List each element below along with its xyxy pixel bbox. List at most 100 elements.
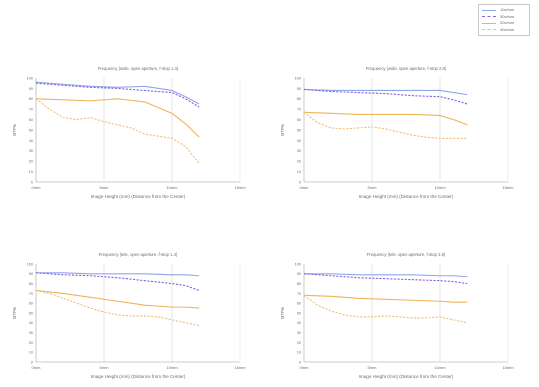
mtf-chart-wide-f1-4: Frequency (wide, open aperture, f-stop 1…: [12, 66, 246, 199]
y-axis-label: MTF%: [280, 307, 285, 320]
legend-entry: 40c/mm: [482, 27, 526, 34]
y-tick-label: 70: [297, 292, 301, 296]
y-tick-label: 60: [29, 118, 33, 122]
y-tick-label: 20: [29, 160, 33, 164]
x-tick-label: 10mm: [434, 185, 446, 190]
x-tick-label: 10mm: [166, 365, 178, 370]
series-line-3: [303, 294, 468, 324]
series-line-0: [304, 273, 468, 278]
series-line-2: [303, 111, 468, 126]
y-tick-label: 50: [29, 311, 33, 315]
y-tick-label: 80: [29, 97, 33, 101]
y-tick-label: 0: [31, 360, 33, 364]
series-line-2: [35, 289, 200, 309]
x-tick-label: 10mm: [166, 185, 178, 190]
legend-swatch: [482, 22, 496, 24]
legend-swatch: [482, 16, 496, 18]
x-tick-label: 5mm: [368, 365, 378, 370]
series-line-0: [303, 88, 468, 96]
series-line-3: [35, 98, 200, 164]
x-axis-label: Image Height (mm) (Distance from the Cen…: [91, 374, 186, 379]
x-tick-label: 15mm: [234, 185, 246, 190]
series-line-0: [35, 81, 200, 105]
legend-label: 20c/mm: [500, 20, 515, 26]
y-axis-label: MTF%: [12, 307, 17, 320]
y-tick-label: 0: [31, 180, 33, 184]
y-tick-label: 10: [29, 170, 33, 174]
y-tick-label: 30: [297, 149, 301, 153]
y-tick-label: 20: [29, 341, 33, 345]
y-tick-label: 0: [299, 360, 301, 364]
y-tick-label: 80: [297, 97, 301, 101]
legend-label: 30c/mm: [500, 13, 515, 19]
mtf-chart-wide-f2-8: Frequency (wide, open aperture, f-stop 2…: [280, 66, 514, 199]
y-tick-label: 70: [29, 108, 33, 112]
y-axis-label: MTF%: [12, 124, 17, 137]
series-line-2: [303, 294, 468, 303]
y-tick-label: 20: [297, 341, 301, 345]
y-tick-label: 40: [297, 321, 301, 325]
x-axis-label: Image Height (mm) (Distance from the Cen…: [359, 194, 454, 199]
legend-entry: 30c/mm: [482, 14, 526, 21]
y-tick-label: 50: [297, 128, 301, 132]
y-tick-label: 70: [297, 108, 301, 112]
chart-title: Frequency (tele, open aperture, f-stop 1…: [99, 252, 178, 257]
y-tick-label: 80: [297, 282, 301, 286]
y-tick-label: 90: [297, 87, 301, 91]
y-tick-label: 60: [297, 302, 301, 306]
legend-swatch: [482, 9, 496, 11]
series-line-3: [303, 111, 468, 139]
x-axis-label: Image Height (mm) (Distance from the Cen…: [359, 374, 454, 379]
mtf-chart-tele-f1-4: Frequency (tele, open aperture, f-stop 1…: [12, 252, 246, 379]
y-tick-label: 60: [29, 302, 33, 306]
x-tick-label: 15mm: [234, 365, 246, 370]
y-tick-label: 40: [29, 139, 33, 143]
y-tick-label: 90: [29, 272, 33, 276]
series-line-1: [303, 88, 468, 105]
legend-label: 10c/mm: [500, 7, 515, 13]
y-tick-label: 0: [299, 180, 301, 184]
legend-swatch: [482, 29, 496, 31]
series-line-1: [303, 273, 468, 285]
legend-entry: 20c/mm: [482, 20, 526, 27]
y-tick-label: 90: [297, 272, 301, 276]
y-tick-label: 10: [297, 351, 301, 355]
chart-legend: 10c/mm 30c/mm 20c/mm 40c/mm: [478, 4, 530, 36]
x-tick-label: 5mm: [100, 365, 110, 370]
chart-title: Frequency (tele, open aperture, f-stop 2…: [367, 252, 446, 257]
y-tick-label: 100: [295, 262, 301, 266]
series-line-1: [35, 272, 200, 291]
series-line-1: [35, 82, 200, 108]
chart-title: Frequency (wide, open aperture, f-stop 2…: [366, 66, 447, 71]
legend-entry: 10c/mm: [482, 7, 526, 14]
series-line-2: [35, 98, 200, 138]
y-tick-label: 10: [29, 351, 33, 355]
x-tick-label: 10mm: [434, 365, 446, 370]
y-tick-label: 100: [27, 262, 33, 266]
y-axis-label: MTF%: [280, 124, 285, 137]
x-tick-label: 15mm: [502, 185, 514, 190]
x-tick-label: 15mm: [502, 365, 514, 370]
chart-title: Frequency (wide, open aperture, f-stop 1…: [98, 66, 179, 71]
legend-label: 40c/mm: [500, 26, 515, 32]
y-tick-label: 30: [29, 149, 33, 153]
x-tick-label: 0mm: [32, 365, 42, 370]
y-tick-label: 100: [295, 76, 301, 80]
y-tick-label: 90: [29, 87, 33, 91]
series-line-0: [36, 272, 200, 277]
y-tick-label: 60: [297, 118, 301, 122]
x-tick-label: 5mm: [100, 185, 110, 190]
y-tick-label: 50: [297, 311, 301, 315]
y-tick-label: 30: [29, 331, 33, 335]
y-tick-label: 70: [29, 292, 33, 296]
series-line-3: [35, 289, 200, 327]
y-tick-label: 10: [297, 170, 301, 174]
x-axis-label: Image Height (mm) (Distance from the Cen…: [91, 194, 186, 199]
y-tick-label: 100: [27, 76, 33, 80]
y-tick-label: 40: [29, 321, 33, 325]
mtf-chart-tele-f2-8: Frequency (tele, open aperture, f-stop 2…: [280, 252, 514, 379]
y-tick-label: 80: [29, 282, 33, 286]
x-tick-label: 0mm: [32, 185, 42, 190]
y-tick-label: 20: [297, 160, 301, 164]
x-tick-label: 5mm: [368, 185, 378, 190]
